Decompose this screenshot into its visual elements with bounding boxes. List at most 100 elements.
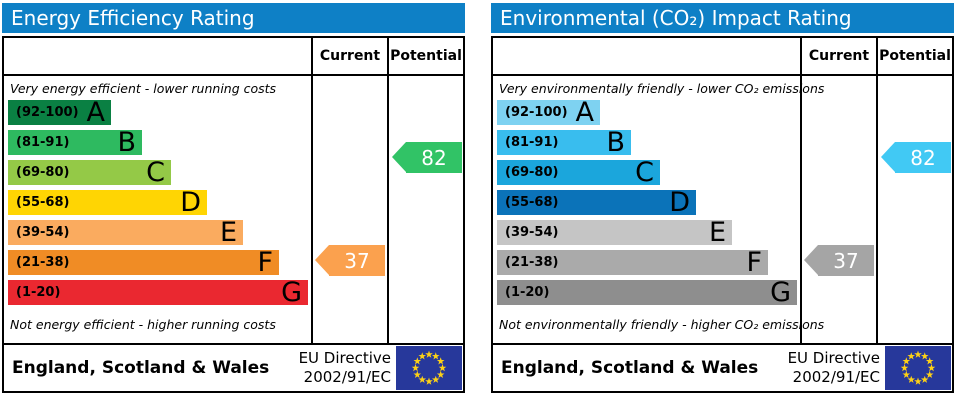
band-range-label: (39-54) [16, 225, 70, 240]
eu-flag-star [431, 375, 440, 383]
eu-flag-star [436, 370, 445, 378]
band-range-label: (69-80) [505, 165, 559, 180]
current-column-header: Current [800, 38, 876, 74]
eu-flag-star [413, 370, 422, 378]
band-letter: E [708, 217, 726, 248]
eu-flag-star [411, 364, 420, 372]
column-divider [387, 76, 389, 343]
band-range-label: (92-100) [505, 105, 568, 120]
potential-column-header: Potential [876, 38, 952, 74]
band-letter: G [281, 277, 302, 308]
band-g: (1-20) G [497, 277, 797, 308]
band-range-label: (1-20) [505, 285, 550, 300]
eu-flag-star [925, 370, 934, 378]
band-range-label: (81-91) [16, 135, 70, 150]
band-range-label: (1-20) [16, 285, 61, 300]
rating-bands: (92-100) A (81-91) B (69-80) C (55-68) D (39-54)… [8, 97, 463, 308]
region-label: England, Scotland & Wales [12, 358, 270, 378]
current-rating-arrow: 37 [804, 245, 874, 276]
panel-title: Environmental (CO₂) Impact Rating [491, 3, 954, 33]
eu-directive-line1: EU Directive [298, 349, 391, 367]
energy-efficiency-rating-panel: Energy Efficiency Rating Current Potenti… [2, 3, 465, 393]
chart-body: Very environmentally friendly - lower CO… [493, 76, 952, 343]
eu-directive-label: EU Directive 2002/91/EC [788, 349, 885, 387]
eu-flag-star [438, 364, 447, 372]
band-letter: F [746, 247, 762, 278]
eu-directive-label: EU Directive 2002/91/EC [299, 349, 396, 387]
panel-title: Energy Efficiency Rating [2, 3, 465, 33]
band-range-label: (21-38) [505, 255, 559, 270]
eu-directive-line1: EU Directive [787, 349, 880, 367]
band-range-label: (39-54) [505, 225, 559, 240]
eu-flag-star [418, 375, 427, 383]
band-f: (21-38) F [497, 247, 768, 278]
top-caption: Very energy efficient - lower running co… [10, 80, 277, 96]
potential-rating-arrow: 82 [392, 142, 462, 173]
band-letter: G [770, 277, 791, 308]
band-range-label: (81-91) [505, 135, 559, 150]
header-spacer-cell [493, 38, 800, 74]
band-letter: D [669, 187, 690, 218]
potential-rating-arrow: 82 [881, 142, 951, 173]
eu-flag-star [914, 350, 922, 358]
band-letter: B [117, 127, 136, 158]
table-footer: England, Scotland & Wales EU Directive 2… [4, 343, 463, 391]
band-c: (69-80) C [497, 157, 660, 188]
band-letter: E [219, 217, 237, 248]
region-label: England, Scotland & Wales [501, 358, 759, 378]
header-spacer-cell [4, 38, 311, 74]
table-header-row: Current Potential [493, 38, 952, 76]
band-range-label: (55-68) [16, 195, 70, 210]
eu-flag-star [413, 357, 422, 365]
eu-flag-star [925, 357, 934, 365]
eu-flag-star [902, 357, 911, 365]
eu-flag-star [418, 352, 427, 360]
band-b: (81-91) B [497, 127, 631, 158]
eu-flag-icon [885, 346, 951, 390]
current-rating-arrow: 37 [315, 245, 385, 276]
band-letter: F [257, 247, 273, 278]
band-range-label: (21-38) [16, 255, 70, 270]
rating-bands: (92-100) A (81-91) B (69-80) C (55-68) D (39-54)… [497, 97, 952, 308]
band-b: (81-91) B [8, 127, 142, 158]
band-range-label: (69-80) [16, 165, 70, 180]
band-letter: D [180, 187, 201, 218]
band-letter: C [146, 157, 165, 188]
band-a: (92-100) A [497, 97, 600, 128]
potential-column-header: Potential [387, 38, 463, 74]
band-range-label: (55-68) [505, 195, 559, 210]
eu-flag-star [425, 350, 433, 358]
band-letter: B [606, 127, 625, 158]
column-divider [311, 76, 313, 343]
band-letter: C [635, 157, 654, 188]
bottom-caption: Not environmentally friendly - higher CO… [499, 316, 825, 332]
band-f: (21-38) F [8, 247, 279, 278]
eu-flag-star [920, 352, 929, 360]
eu-flag-star [902, 370, 911, 378]
band-d: (55-68) D [497, 187, 696, 218]
eu-flag-star [900, 364, 909, 372]
top-caption: Very environmentally friendly - lower CO… [499, 80, 825, 96]
eu-flag-star [436, 357, 445, 365]
band-letter: A [86, 97, 105, 128]
column-divider [876, 76, 878, 343]
table-footer: England, Scotland & Wales EU Directive 2… [493, 343, 952, 391]
band-range-label: (92-100) [16, 105, 79, 120]
current-column-header: Current [311, 38, 387, 74]
eu-flag-star [914, 377, 922, 385]
bottom-caption: Not energy efficient - higher running co… [10, 316, 276, 332]
table-header-row: Current Potential [4, 38, 463, 76]
eu-flag-star [431, 352, 440, 360]
eu-flag-star [907, 352, 916, 360]
eu-flag-star [425, 377, 433, 385]
eu-flag-icon [396, 346, 462, 390]
rating-table: Current Potential Very environmentally f… [491, 36, 954, 393]
band-e: (39-54) E [8, 217, 243, 248]
eu-flag-star [927, 364, 936, 372]
band-a: (92-100) A [8, 97, 111, 128]
band-letter: A [575, 97, 594, 128]
band-c: (69-80) C [8, 157, 171, 188]
rating-table: Current Potential Very energy efficient … [2, 36, 465, 393]
eu-flag-star [907, 375, 916, 383]
